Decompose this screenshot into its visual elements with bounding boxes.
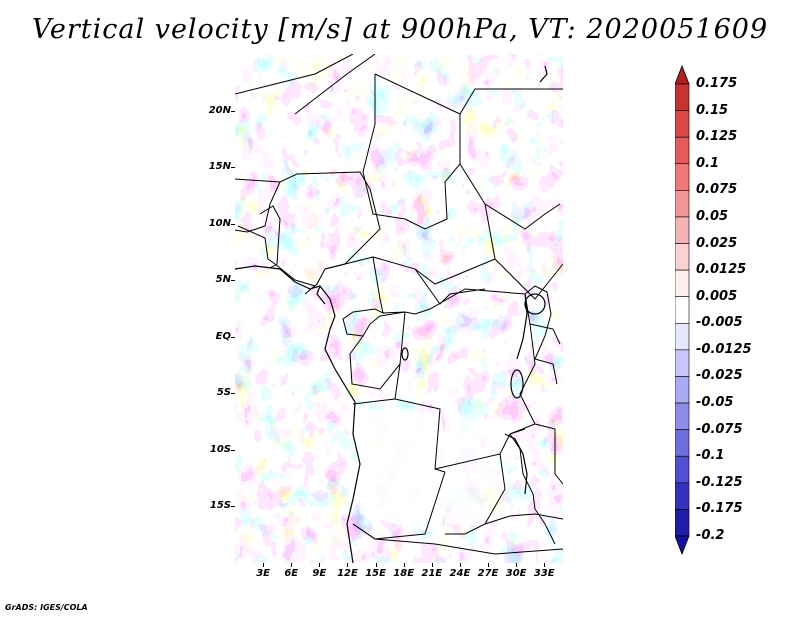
colorbar-swatch [675, 429, 690, 457]
lat-tick-mark [231, 393, 235, 395]
colorbar-swatch [675, 163, 690, 191]
colorbar-label: -0.2 [696, 528, 725, 543]
lat-tick-mark [231, 280, 235, 282]
lon-tick-mark [403, 563, 405, 567]
colorbar-label: 0.15 [696, 102, 729, 118]
colorbar-bottom-arrow [675, 535, 690, 556]
lon-tick-label: 15E [365, 568, 386, 579]
grads-credit: GrADS: IGES/COLA [5, 603, 88, 612]
colorbar-label: -0.005 [696, 315, 743, 331]
lat-tick-label: 10N [208, 217, 231, 229]
colorbar-label: 0.05 [696, 208, 729, 224]
colorbar-label: 0.005 [696, 288, 738, 304]
lat-tick-mark [231, 336, 235, 338]
colorbar [675, 64, 690, 556]
colorbar-swatch [675, 482, 690, 510]
colorbar-swatch [675, 349, 690, 377]
colorbar-swatch [675, 322, 690, 351]
lon-tick-mark [516, 563, 518, 567]
lat-tick-label: 10S [209, 443, 231, 455]
country-boundaries [235, 54, 563, 555]
lon-tick-mark [488, 563, 490, 567]
colorbar-label: -0.1 [696, 448, 725, 464]
lon-tick-label: 21E [421, 568, 443, 579]
colorbar-swatch [675, 296, 690, 324]
colorbar-label: 0.0125 [696, 262, 747, 278]
colorbar-label: -0.175 [696, 501, 743, 517]
colorbar-label: -0.0125 [696, 341, 752, 357]
lat-tick-label: 5N [215, 274, 231, 286]
lon-tick-label: 12E [337, 568, 358, 579]
vertical-velocity-map [235, 54, 563, 563]
lat-tick-mark [231, 167, 235, 169]
colorbar-swatch [675, 402, 690, 430]
lat-tick-label: 20N [208, 104, 231, 116]
lon-tick-mark [263, 563, 265, 567]
colorbar-swatch [675, 190, 690, 218]
lon-tick-label: 6E [284, 568, 299, 579]
lon-tick-mark [544, 563, 546, 567]
colorbar-label: -0.075 [696, 421, 743, 437]
colorbar-label: -0.025 [696, 368, 743, 384]
lon-tick-label: 27E [477, 568, 499, 579]
lat-tick-label: 15S [209, 500, 231, 512]
colorbar-label: 0.125 [696, 129, 738, 145]
colorbar-label: -0.05 [696, 395, 734, 411]
lon-tick-mark [319, 563, 321, 567]
lon-tick-label: 24E [449, 568, 471, 579]
colorbar-swatch [675, 243, 690, 271]
lon-tick-mark [431, 563, 433, 567]
colorbar-swatch [675, 216, 690, 244]
lat-tick-label: EQ [215, 330, 231, 342]
lat-tick-mark [231, 223, 235, 225]
map-title: Vertical velocity [m/s] at 900hPa, VT: 2… [31, 14, 769, 45]
lat-tick-mark [231, 110, 235, 112]
lon-tick-mark [459, 563, 461, 567]
colorbar-label: 0.175 [696, 76, 738, 91]
colorbar-swatch [675, 376, 690, 404]
lat-tick-mark [231, 506, 235, 508]
lon-tick-label: 33E [533, 568, 555, 579]
lon-tick-mark [375, 563, 377, 567]
colorbar-label: -0.125 [696, 474, 743, 490]
colorbar-label: 0.1 [696, 155, 720, 171]
lon-tick-label: 18E [393, 568, 415, 579]
colorbar-swatch [675, 509, 690, 537]
lat-tick-label: 15N [208, 161, 231, 173]
colorbar-swatch [675, 269, 690, 298]
colorbar-label: 0.025 [696, 235, 738, 251]
lon-tick-label: 9E [312, 568, 327, 579]
lon-tick-mark [347, 563, 349, 567]
colorbar-swatch [675, 136, 690, 165]
colorbar-swatch [675, 83, 690, 111]
lat-tick-mark [231, 449, 235, 451]
colorbar-top-arrow [675, 64, 690, 85]
colorbar-swatch [675, 110, 690, 138]
colorbar-swatch [675, 455, 690, 484]
lon-tick-label: 3E [256, 568, 270, 579]
coastline [235, 65, 548, 563]
colorbar-label: 0.075 [696, 182, 738, 198]
map-panel [235, 54, 563, 563]
lat-tick-label: 5S [216, 387, 231, 399]
lon-tick-label: 30E [505, 568, 527, 579]
lon-tick-mark [291, 563, 293, 567]
